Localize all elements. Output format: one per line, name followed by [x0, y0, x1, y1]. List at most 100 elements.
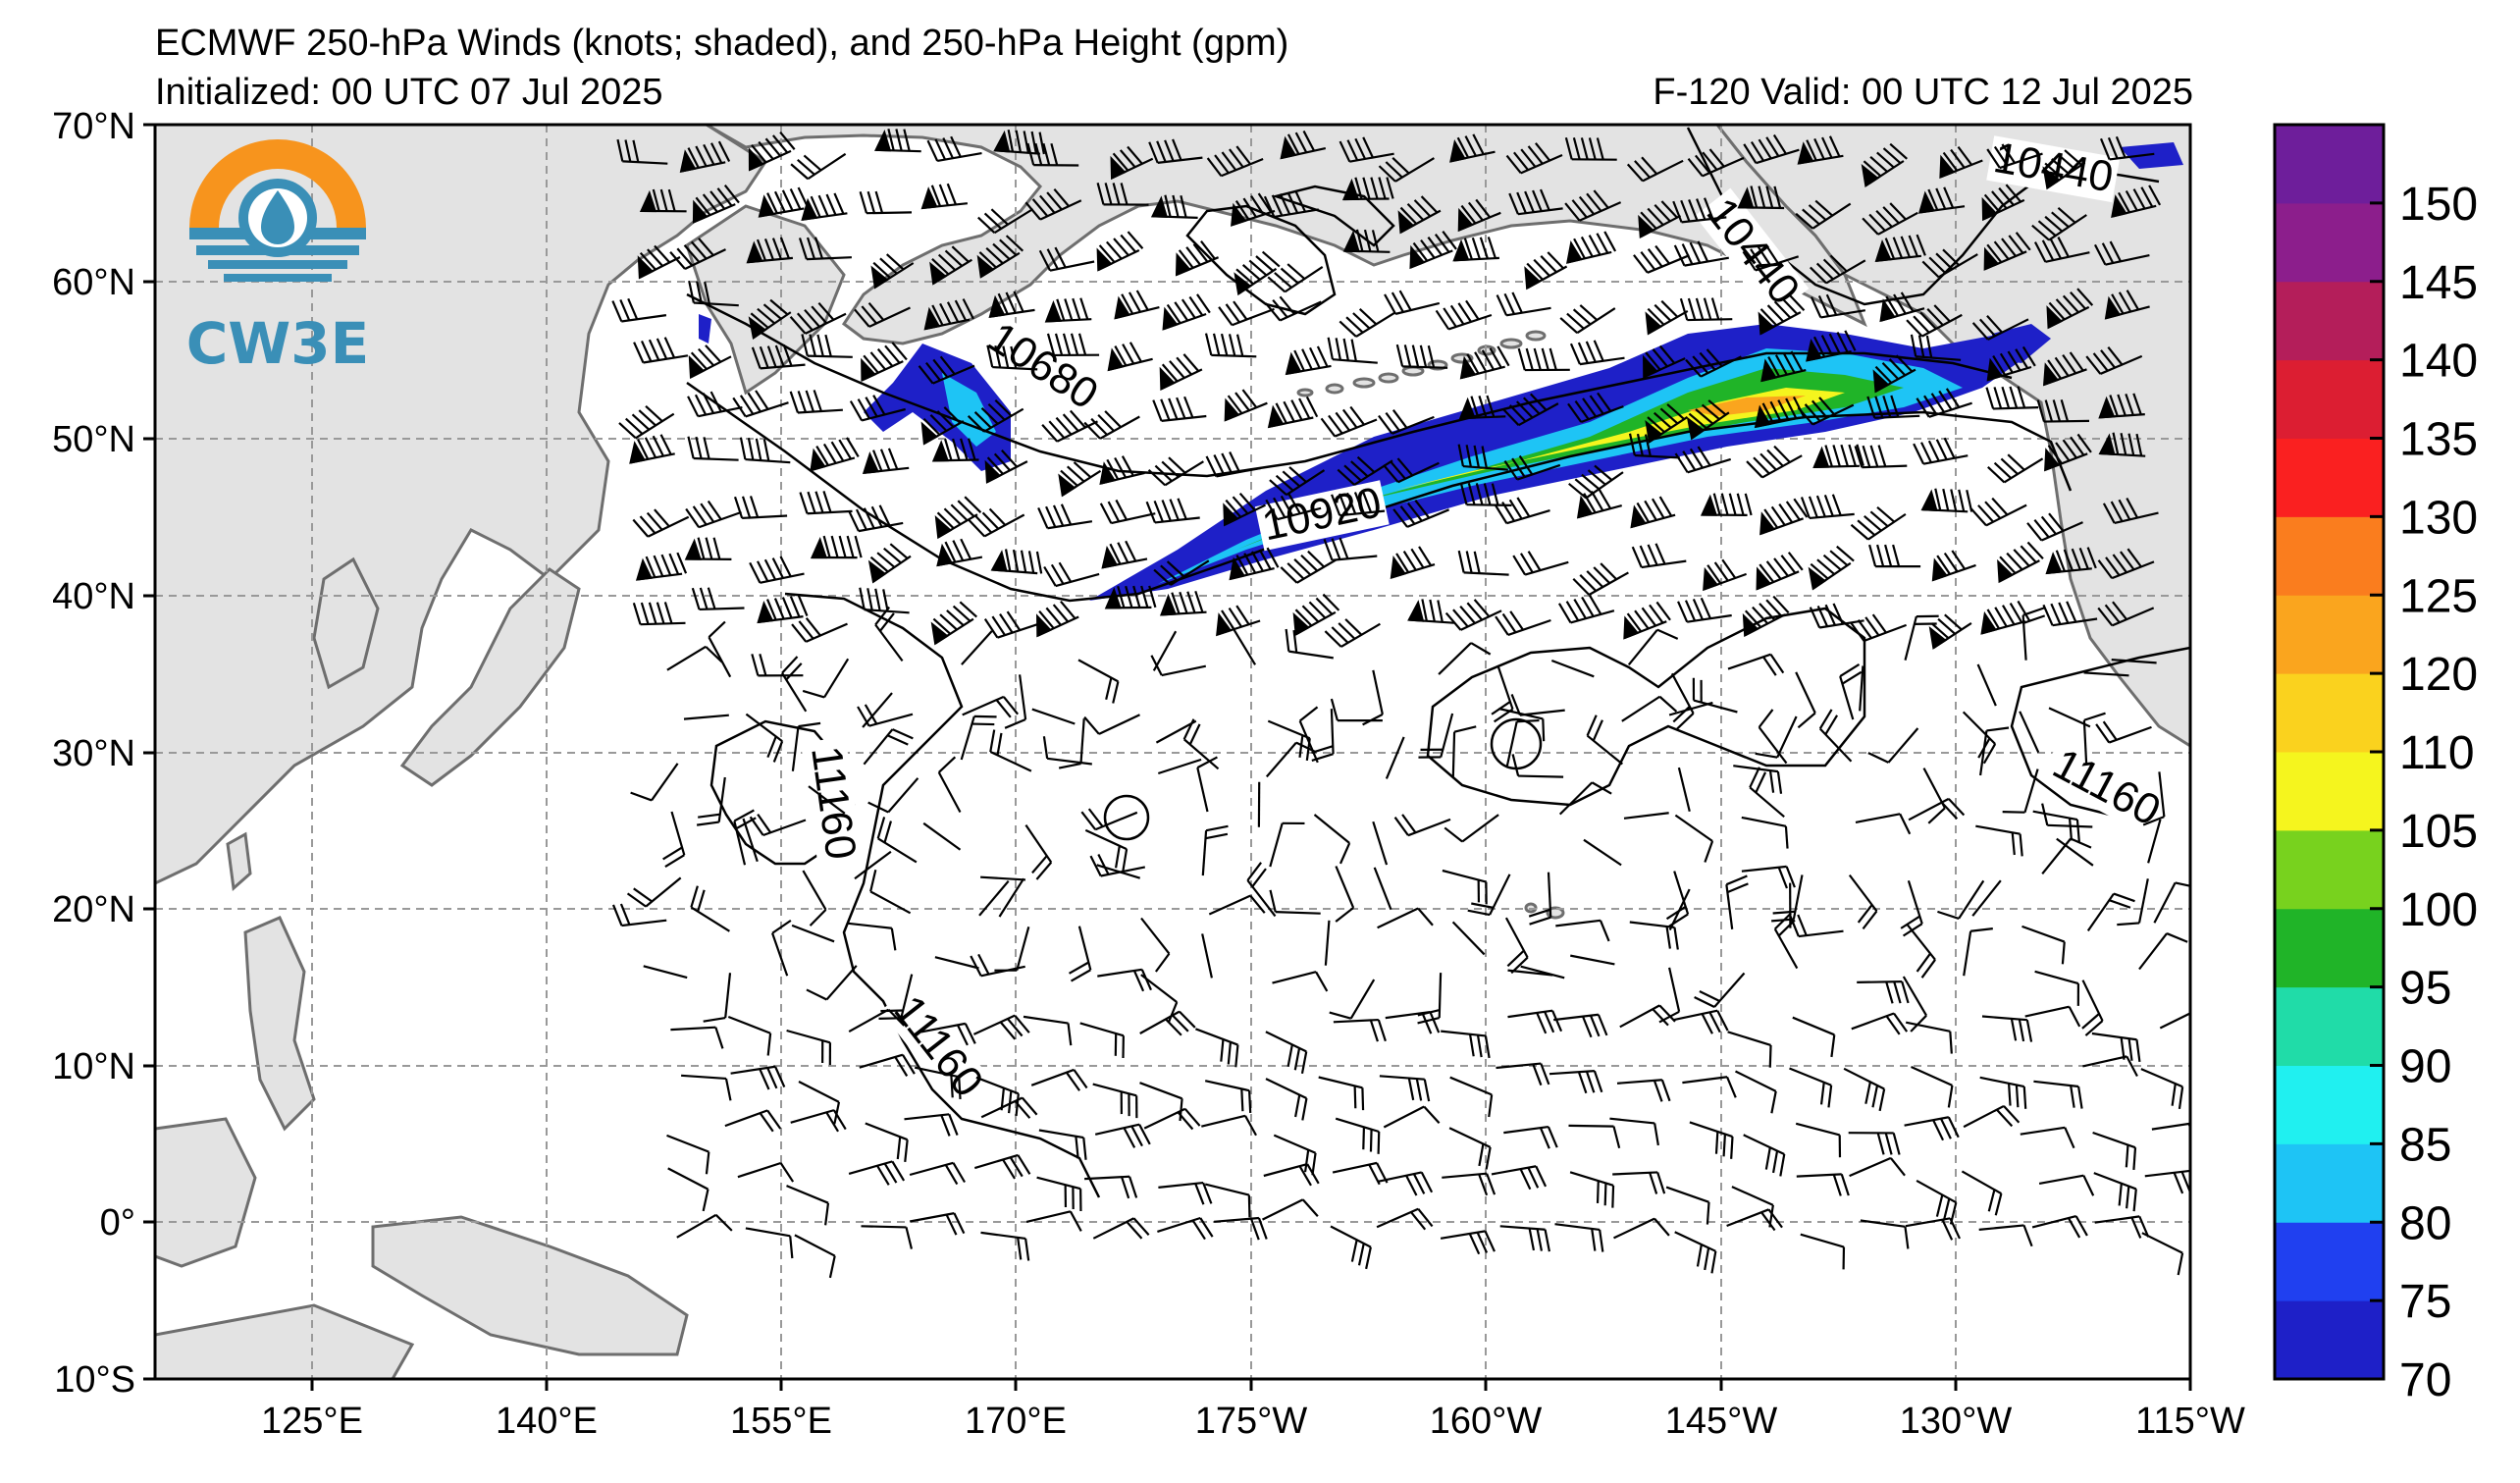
wind-barb [1158, 1181, 1213, 1205]
colorbar-tick-label: 140 [2399, 336, 2478, 388]
wind-barb [1983, 232, 2031, 271]
wind-barb [1665, 1186, 1710, 1225]
wind-barb [1564, 189, 1622, 222]
wind-barb [790, 152, 847, 181]
wind-barb [1626, 156, 1684, 183]
wind-barb [862, 448, 910, 475]
wind-barb [1978, 1224, 2033, 1247]
wind-barb [1916, 1179, 1958, 1225]
wind-barb [1084, 828, 1129, 872]
wind-barb [934, 496, 982, 540]
wind-barb [1385, 736, 1405, 779]
wind-barb [1272, 971, 1329, 992]
wind-barb [1378, 157, 1435, 183]
wind-barb [1324, 618, 1381, 648]
wind-barb [1850, 506, 1907, 541]
wind-barb [993, 130, 1045, 155]
wind-barb [1373, 867, 1392, 911]
wind-barb [1818, 709, 1853, 763]
wind-barb [1867, 727, 1919, 764]
wind-barb [1159, 353, 1203, 391]
wind-barb [1616, 1079, 1671, 1102]
wind-barb [1741, 816, 1789, 849]
wind-barb [1157, 1216, 1214, 1241]
wind-barb [802, 870, 827, 927]
wind-barb [2140, 1068, 2184, 1110]
wind-barb [1449, 1076, 1494, 1118]
wind-barb [1800, 494, 1855, 520]
wind-barb [962, 695, 1020, 718]
logo-text: CW3E [186, 310, 370, 377]
wind-barb [1511, 754, 1564, 778]
wind-barb [1140, 917, 1171, 973]
wind-barb [685, 500, 742, 529]
wind-barb [2044, 433, 2092, 472]
wind-barb [1904, 614, 1939, 661]
wind-barb [918, 355, 975, 385]
wind-barb [684, 537, 732, 560]
wind-barb [1857, 980, 1910, 1004]
wind-barb [1792, 1016, 1836, 1058]
wind-barb [1906, 304, 1963, 338]
wind-barb [1612, 1171, 1666, 1194]
wind-barb [1733, 765, 1783, 794]
wind-barb [1496, 1062, 1550, 1086]
wind-barb [1741, 865, 1796, 889]
wind-barb [1265, 1078, 1308, 1121]
wind-barb [1024, 823, 1053, 880]
wind-barb [1505, 142, 1563, 175]
wind-barb [1553, 1013, 1608, 1038]
wind-barb [1143, 1107, 1201, 1131]
wind-barb [2033, 237, 2090, 263]
wind-barb [1323, 537, 1378, 561]
wind-barb [1694, 972, 1746, 1008]
wind-barb [1902, 976, 1928, 1033]
wind-barb [1980, 600, 2030, 635]
wind-barb [1092, 1083, 1138, 1119]
wind-barb [1042, 736, 1092, 766]
wind-barb [1997, 541, 2044, 584]
wind-barb [1153, 559, 1210, 586]
wind-barb [1725, 874, 1749, 929]
wind-barb [1449, 133, 1496, 163]
wind-barb [727, 1015, 772, 1056]
colorbar-tick-label: 95 [2399, 963, 2451, 1015]
wind-barb [1099, 499, 1156, 525]
wind-barb [2041, 803, 2093, 828]
wind-barb [1797, 135, 1844, 165]
colorbar-segment [2275, 829, 2384, 910]
wind-barb [1524, 251, 1568, 291]
wind-barb [859, 1053, 916, 1077]
wind-barb [920, 406, 965, 446]
wind-barb [978, 879, 1010, 917]
wind-barb [2019, 711, 2040, 754]
wind-barb [1195, 1028, 1239, 1068]
colorbar-segment [2275, 595, 2384, 674]
wind-barb [923, 298, 974, 331]
wind-barb [732, 390, 789, 418]
wind-barb [1568, 1124, 1621, 1148]
wind-barb [1145, 498, 1200, 524]
wind-barb [688, 280, 739, 307]
wind-barb [1674, 446, 1732, 474]
wind-barb [914, 1066, 962, 1100]
wind-barb [2099, 135, 2155, 161]
wind-barb [1372, 821, 1389, 866]
wind-barb [1101, 540, 1148, 569]
colorbar-segment [2275, 752, 2384, 831]
wind-barb [1438, 642, 1492, 675]
colorbar-segment [2275, 986, 2384, 1066]
borneo-sulawesi [155, 1117, 257, 1268]
wind-barb [2111, 185, 2162, 219]
wind-barb [1150, 194, 1198, 219]
wind-barb [1879, 291, 1925, 323]
contour-small-ring-1 [1103, 794, 1150, 841]
japan [399, 567, 581, 787]
wind-barb [786, 1185, 830, 1226]
wind-barb [1517, 347, 1570, 372]
wind-barb [1448, 1127, 1492, 1170]
wind-barb [1507, 1009, 1563, 1034]
jet-ne-blob [2120, 142, 2183, 169]
wind-barb [1467, 874, 1511, 917]
wind-barb [1576, 488, 1622, 519]
